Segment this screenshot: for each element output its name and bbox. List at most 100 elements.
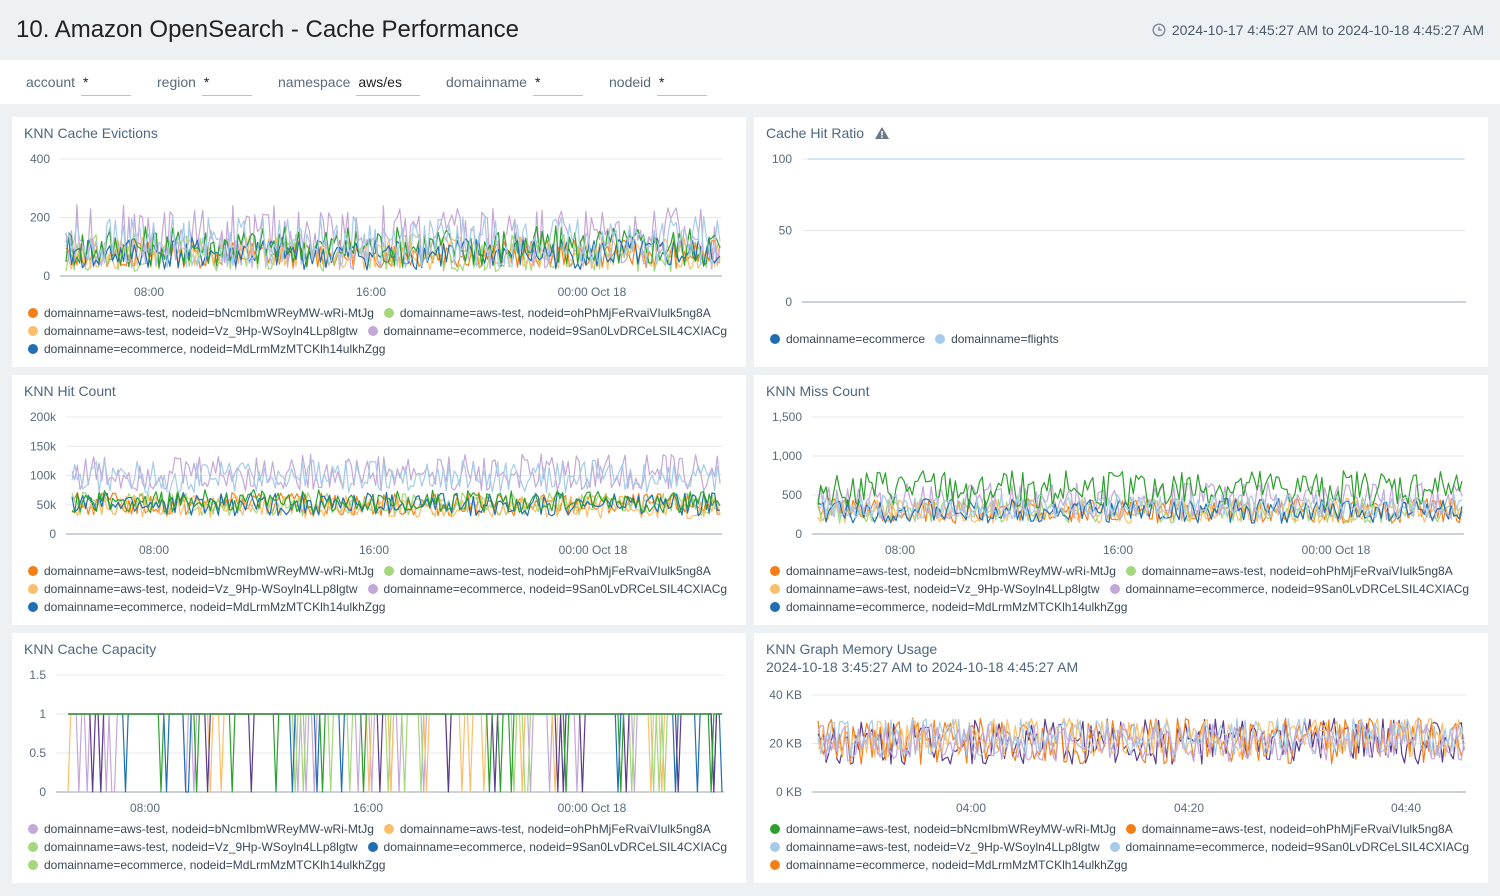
legend-row: domainname=aws-test, nodeid=Vz_9Hp-WSoyl… bbox=[770, 580, 1479, 598]
filter-region-input[interactable]: * bbox=[201, 74, 252, 96]
panel-subtitle: 2024-10-18 3:45:27 AM to 2024-10-18 4:45… bbox=[766, 659, 1079, 675]
series-line[interactable] bbox=[817, 717, 1465, 765]
legend-swatch-icon bbox=[383, 824, 394, 834]
time-range-picker[interactable]: 2024-10-17 4:45:27 AM to 2024-10-18 4:45… bbox=[1152, 22, 1484, 38]
panel-title-text: Cache Hit Ratio bbox=[766, 125, 865, 141]
y-tick-label: 1,000 bbox=[772, 449, 802, 463]
filter-domainname[interactable]: domainname * bbox=[446, 74, 583, 96]
legend-item[interactable]: domainname=ecommerce, nodeid=9San0LvDRCe… bbox=[367, 838, 727, 856]
series-line[interactable] bbox=[817, 717, 1465, 765]
legend-label: domainname=aws-test, nodeid=Vz_9Hp-WSoyl… bbox=[786, 840, 1100, 854]
legend-swatch-icon bbox=[770, 566, 780, 576]
legend-label: domainname=aws-test, nodeid=ohPhMjFeRvai… bbox=[399, 822, 711, 836]
series-line[interactable] bbox=[68, 713, 722, 793]
series-line[interactable] bbox=[71, 459, 721, 494]
filter-account[interactable]: account * bbox=[26, 74, 132, 96]
legend-item[interactable]: domainname=aws-test, nodeid=Vz_9Hp-WSoyl… bbox=[770, 580, 1100, 598]
legend-item[interactable]: domainname=ecommerce, nodeid=MdLrmMzMTCK… bbox=[28, 340, 385, 358]
y-tick-label: 1 bbox=[39, 707, 46, 721]
chart-plot[interactable]: 0 50k 100k 150k 200k 08:00 16:00 00:00 Oct 18 bbox=[12, 375, 746, 565]
legend-item[interactable]: domainname=ecommerce, nodeid=MdLrmMzMTCK… bbox=[28, 598, 385, 616]
legend-swatch-icon bbox=[770, 842, 780, 852]
x-tick-label: 00:00 Oct 18 bbox=[558, 285, 627, 299]
y-tick-label: 100k bbox=[30, 469, 57, 483]
legend-row: domainname=ecommerce domainname=flights bbox=[770, 330, 1069, 348]
legend-item[interactable]: domainname=ecommerce, nodeid=9San0LvDRCe… bbox=[1109, 838, 1469, 856]
legend-item[interactable]: domainname=ecommerce, nodeid=MdLrmMzMTCK… bbox=[770, 856, 1127, 874]
filter-nodeid[interactable]: nodeid * bbox=[609, 74, 708, 96]
legend-label: domainname=ecommerce, nodeid=9San0LvDRCe… bbox=[383, 324, 728, 338]
legend-label: domainname=aws-test, nodeid=bNcmIbmWReyM… bbox=[44, 822, 374, 836]
filter-namespace[interactable]: namespace aws/es bbox=[278, 74, 421, 96]
x-tick-label: 00:00 Oct 18 bbox=[559, 543, 628, 557]
x-tick-label: 08:00 bbox=[885, 543, 915, 557]
chart-plot[interactable]: 0 500 1,000 1,500 08:00 16:00 00:00 Oct 18 bbox=[754, 375, 1488, 565]
legend-item[interactable]: domainname=aws-test, nodeid=bNcmIbmWReyM… bbox=[770, 562, 1116, 580]
x-tick-label: 16:00 bbox=[356, 285, 386, 299]
series-line[interactable] bbox=[817, 722, 1465, 763]
series-line[interactable] bbox=[71, 488, 721, 514]
series-line[interactable] bbox=[817, 717, 1465, 758]
panel-knn-cache-capacity[interactable]: KNN Cache Capacity 0 0.5 1 1.5 08:00 16:00 00:… bbox=[12, 633, 746, 883]
legend-label: domainname=flights bbox=[951, 332, 1059, 346]
legend-item[interactable]: domainname=aws-test, nodeid=ohPhMjFeRvai… bbox=[1125, 562, 1453, 580]
legend-item[interactable]: domainname=aws-test, nodeid=bNcmIbmWReyM… bbox=[28, 820, 374, 838]
filter-region[interactable]: region * bbox=[157, 74, 252, 96]
series-line[interactable] bbox=[817, 717, 1465, 758]
chart-legend: domainname=aws-test, nodeid=bNcmIbmWReyM… bbox=[770, 562, 1479, 616]
chart-legend: domainname=ecommerce domainname=flights bbox=[770, 330, 1069, 348]
legend-item[interactable]: domainname=ecommerce, nodeid=MdLrmMzMTCK… bbox=[28, 856, 385, 874]
panel-knn-miss-count[interactable]: KNN Miss Count 0 500 1,000 1,500 08:00 16:00 0… bbox=[754, 375, 1488, 625]
legend-item[interactable]: domainname=aws-test, nodeid=Vz_9Hp-WSoyl… bbox=[28, 580, 358, 598]
panel-knn-cache-evictions[interactable]: KNN Cache Evictions 0 200 400 08:00 16:00 00:… bbox=[12, 117, 746, 367]
chart-plot[interactable]: 0 0.5 1 1.5 08:00 16:00 00:00 Oct 18 bbox=[12, 633, 746, 823]
filter-namespace-input[interactable]: aws/es bbox=[356, 74, 421, 96]
filter-nodeid-input[interactable]: * bbox=[657, 74, 708, 96]
time-range-text[interactable]: 2024-10-17 4:45:27 AM to 2024-10-18 4:45… bbox=[1171, 22, 1484, 38]
series-line[interactable] bbox=[817, 493, 1463, 520]
series-line[interactable] bbox=[71, 494, 721, 519]
y-tick-label: 0 bbox=[39, 785, 46, 799]
warning-icon[interactable] bbox=[874, 126, 890, 140]
legend-item[interactable]: domainname=aws-test, nodeid=bNcmIbmWReyM… bbox=[28, 562, 374, 580]
legend-item[interactable]: domainname=ecommerce, nodeid=9San0LvDRCe… bbox=[367, 322, 728, 340]
legend-swatch-icon bbox=[770, 584, 780, 594]
legend-item[interactable]: domainname=ecommerce bbox=[770, 330, 925, 348]
y-tick-label: 200 bbox=[30, 211, 50, 225]
panel-knn-hit-count[interactable]: KNN Hit Count 0 50k 100k 150k 200k 08:00 16:00… bbox=[12, 375, 746, 625]
legend-label: domainname=aws-test, nodeid=Vz_9Hp-WSoyl… bbox=[786, 582, 1100, 596]
legend-item[interactable]: domainname=ecommerce, nodeid=9San0LvDRCe… bbox=[367, 580, 727, 598]
legend-label: domainname=aws-test, nodeid=ohPhMjFeRvai… bbox=[399, 306, 711, 320]
chart-legend: domainname=aws-test, nodeid=bNcmIbmWReyM… bbox=[28, 820, 737, 874]
legend-swatch-icon bbox=[1109, 842, 1120, 852]
legend-label: domainname=aws-test, nodeid=bNcmIbmWReyM… bbox=[44, 564, 374, 578]
legend-item[interactable]: domainname=aws-test, nodeid=ohPhMjFeRvai… bbox=[383, 304, 711, 322]
legend-swatch-icon bbox=[770, 824, 780, 834]
legend-item[interactable]: domainname=aws-test, nodeid=ohPhMjFeRvai… bbox=[383, 562, 711, 580]
legend-item[interactable]: domainname=aws-test, nodeid=bNcmIbmWReyM… bbox=[770, 820, 1116, 838]
legend-item[interactable]: domainname=aws-test, nodeid=Vz_9Hp-WSoyl… bbox=[28, 322, 358, 340]
legend-item[interactable]: domainname=flights bbox=[935, 330, 1059, 348]
legend-item[interactable]: domainname=ecommerce, nodeid=9San0LvDRCe… bbox=[1109, 580, 1469, 598]
legend-item[interactable]: domainname=ecommerce, nodeid=MdLrmMzMTCK… bbox=[770, 598, 1127, 616]
legend-swatch-icon bbox=[28, 584, 38, 594]
panel-knn-graph-memory-usage[interactable]: KNN Graph Memory Usage 2024-10-18 3:45:2… bbox=[754, 633, 1488, 883]
chart-plot[interactable]: 0 KB 20 KB 40 KB 04:00 04:20 04:40 bbox=[754, 633, 1488, 823]
legend-item[interactable]: domainname=aws-test, nodeid=Vz_9Hp-WSoyl… bbox=[770, 838, 1100, 856]
y-tick-label: 40 KB bbox=[769, 688, 802, 702]
filter-label: account bbox=[26, 74, 76, 90]
series-line[interactable] bbox=[817, 470, 1463, 509]
filter-domainname-input[interactable]: * bbox=[532, 74, 583, 96]
x-tick-label: 04:40 bbox=[1391, 801, 1421, 815]
chart-plot[interactable]: 0 200 400 08:00 16:00 00:00 Oct 18 bbox=[12, 117, 746, 307]
chart-legend: domainname=aws-test, nodeid=bNcmIbmWReyM… bbox=[770, 820, 1479, 874]
filter-account-input[interactable]: * bbox=[81, 74, 132, 96]
panel-title: KNN Cache Capacity bbox=[24, 641, 157, 657]
series-line[interactable] bbox=[65, 215, 721, 269]
legend-item[interactable]: domainname=aws-test, nodeid=ohPhMjFeRvai… bbox=[1125, 820, 1453, 838]
legend-item[interactable]: domainname=aws-test, nodeid=bNcmIbmWReyM… bbox=[28, 304, 374, 322]
legend-item[interactable]: domainname=aws-test, nodeid=Vz_9Hp-WSoyl… bbox=[28, 838, 358, 856]
legend-item[interactable]: domainname=aws-test, nodeid=ohPhMjFeRvai… bbox=[383, 820, 711, 838]
